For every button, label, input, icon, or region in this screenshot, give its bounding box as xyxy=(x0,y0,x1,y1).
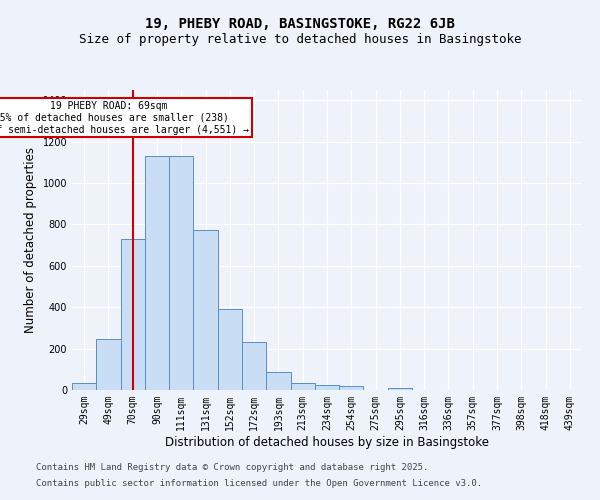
Text: 19, PHEBY ROAD, BASINGSTOKE, RG22 6JB: 19, PHEBY ROAD, BASINGSTOKE, RG22 6JB xyxy=(145,18,455,32)
Bar xyxy=(193,230,218,390)
Bar xyxy=(388,388,412,390)
Bar xyxy=(315,385,339,390)
Bar xyxy=(290,383,315,390)
Bar xyxy=(339,386,364,390)
Bar xyxy=(145,156,169,390)
Bar xyxy=(266,372,290,390)
Bar xyxy=(242,342,266,390)
Bar xyxy=(96,340,121,390)
Text: 19 PHEBY ROAD: 69sqm
← 5% of detached houses are smaller (238)
95% of semi-detac: 19 PHEBY ROAD: 69sqm ← 5% of detached ho… xyxy=(0,102,250,134)
Bar xyxy=(121,239,145,390)
Bar xyxy=(72,383,96,390)
Text: Contains HM Land Registry data © Crown copyright and database right 2025.: Contains HM Land Registry data © Crown c… xyxy=(36,464,428,472)
Text: Size of property relative to detached houses in Basingstoke: Size of property relative to detached ho… xyxy=(79,32,521,46)
X-axis label: Distribution of detached houses by size in Basingstoke: Distribution of detached houses by size … xyxy=(165,436,489,448)
Text: Contains public sector information licensed under the Open Government Licence v3: Contains public sector information licen… xyxy=(36,478,482,488)
Bar xyxy=(169,156,193,390)
Y-axis label: Number of detached properties: Number of detached properties xyxy=(24,147,37,333)
Bar xyxy=(218,310,242,390)
